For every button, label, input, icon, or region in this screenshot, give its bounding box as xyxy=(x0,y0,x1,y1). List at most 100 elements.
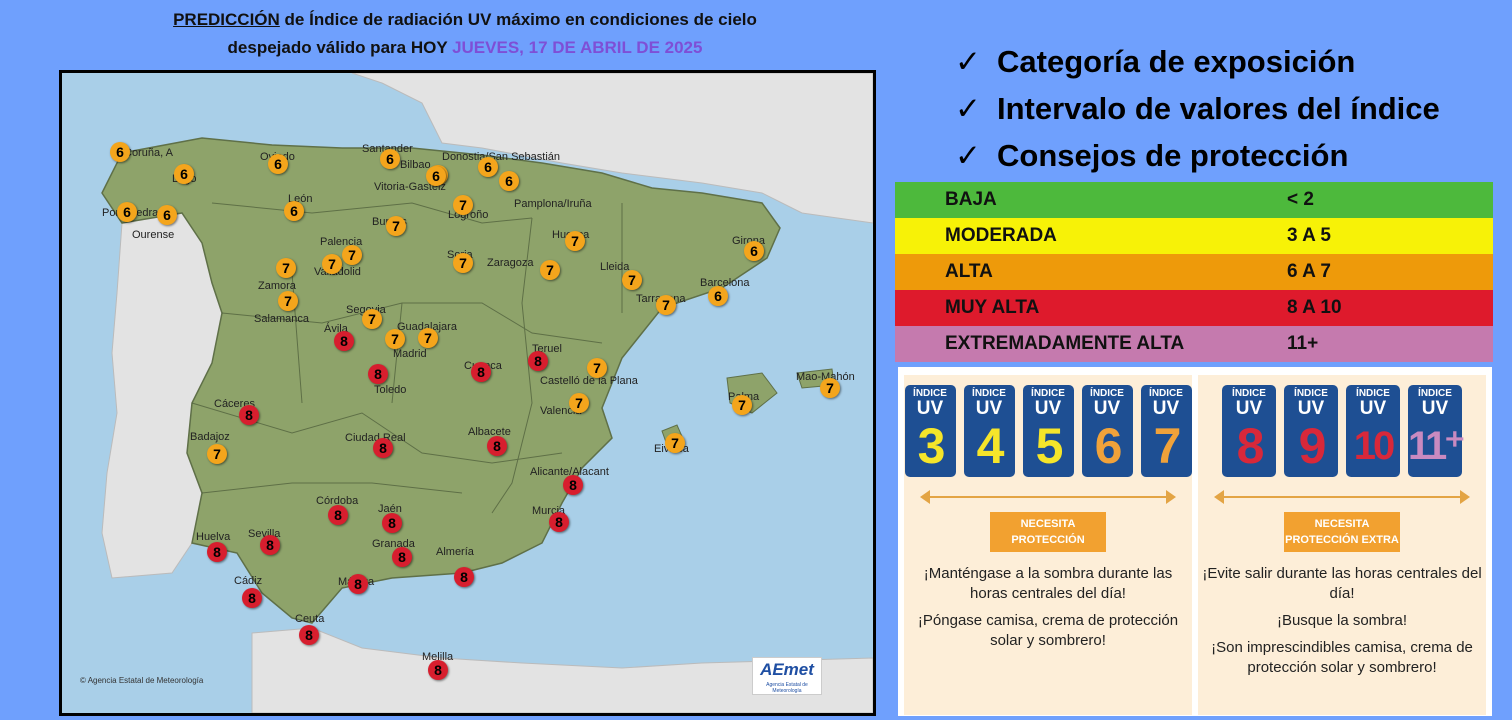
uv-marker-ceuta: 8 xyxy=(299,625,319,645)
uv-marker-palma: 7 xyxy=(732,395,752,415)
uv-marker-almeria: 8 xyxy=(454,567,474,587)
uv-marker-girona: 6 xyxy=(744,241,764,261)
aemet-logo: AEmet Agencia Estatal de Meteorología xyxy=(752,657,822,695)
tile-label: ÍNDICE xyxy=(1294,388,1328,399)
extra-protection-badge: NECESITA PROTECCIÓN EXTRA xyxy=(1284,512,1400,552)
forecast-title: PREDICCIÓN de Índice de radiación UV máx… xyxy=(60,6,870,62)
uv-marker-caceres: 8 xyxy=(239,405,259,425)
uv-tile: ÍNDICE UV 11⁺ xyxy=(1408,385,1465,477)
uv-marker-albacete: 8 xyxy=(487,436,507,456)
uv-marker-teruel: 8 xyxy=(528,351,548,371)
uv-marker-burgos: 7 xyxy=(386,216,406,236)
forecast-date: JUEVES, 17 DE ABRIL DE 2025 xyxy=(452,38,703,57)
uv-marker-alicante-alacant: 8 xyxy=(563,475,583,495)
uv-marker-vitoria-gasteiz: 6 xyxy=(426,166,446,186)
city-label-jaen: Jaén xyxy=(378,503,402,515)
city-label-huelva: Huelva xyxy=(196,531,231,543)
uv-marker-pontevedra: 6 xyxy=(117,202,137,222)
tile-label-uv: UV xyxy=(916,398,944,419)
uv-marker-pamplona-iruna: 6 xyxy=(499,171,519,191)
uv-tile: ÍNDICE UV 6 xyxy=(1081,385,1133,477)
uv-marker-murcia: 8 xyxy=(549,512,569,532)
uv-marker-valencia: 7 xyxy=(569,393,589,413)
advice-panel-extra-protection: ÍNDICE UV 8 ÍNDICE UV 9 ÍNDICE UV 10 ÍNDICE UV 11⁺ … xyxy=(1198,375,1486,715)
uv-marker-cordoba: 8 xyxy=(328,505,348,525)
tile-label: ÍNDICE xyxy=(1232,388,1266,399)
uv-marker-palencia: 7 xyxy=(342,245,362,265)
tile-label-uv: UV xyxy=(1359,398,1387,419)
city-label-mao-mahon: Mao-Mahón xyxy=(796,371,855,383)
tile-number: 5 xyxy=(1035,418,1064,474)
uv-marker-mao-mahon: 7 xyxy=(820,378,840,398)
title-line2: despejado válido para HOY xyxy=(227,38,453,57)
uv-marker-ourense: 6 xyxy=(157,205,177,225)
check-icon: ✓ xyxy=(955,44,981,79)
tile-number: 9 xyxy=(1298,418,1327,474)
uv-tile: ÍNDICE UV 7 xyxy=(1140,385,1192,477)
checklist-item-range: ✓ Intervalo de valores del índice xyxy=(955,85,1440,132)
uv-marker-salamanca: 7 xyxy=(278,291,298,311)
uv-marker-santander: 6 xyxy=(380,149,400,169)
protection-badge: NECESITA PROTECCIÓN xyxy=(990,512,1106,552)
uv-tile: ÍNDICE UV 8 xyxy=(1222,385,1276,477)
tile-label-uv: UV xyxy=(1034,398,1062,419)
uv-marker-logrono: 7 xyxy=(453,195,473,215)
extra-protection-advice-text: ¡Evite salir durante las horas centrales… xyxy=(1202,565,1482,676)
city-label-almeria: Almería xyxy=(436,546,474,558)
tile-label-uv: UV xyxy=(1421,398,1449,419)
checklist-item-advice: ✓ Consejos de protección xyxy=(955,132,1440,179)
uv-tile: ÍNDICE UV 9 xyxy=(1284,385,1338,477)
uv-tile: ÍNDICE UV 5 xyxy=(1022,385,1074,477)
title-line1: de Índice de radiación UV máximo en cond… xyxy=(279,10,757,29)
tile-number: 7 xyxy=(1153,418,1182,474)
city-label-albacete: Albacete xyxy=(468,426,511,438)
advice-panel-protection: ÍNDICE UV 3 ÍNDICE UV 4 ÍNDICE UV 5 ÍNDICE UV 6 ÍNDI… xyxy=(904,375,1192,715)
checklist-item-category: ✓ Categoría de exposición xyxy=(955,38,1440,85)
uv-marker-sevilla: 8 xyxy=(260,535,280,555)
city-label-donostia-san-sebastian: Donostia/San Sebastián xyxy=(442,151,561,163)
uv-marker-leon: 6 xyxy=(284,201,304,221)
tile-label: ÍNDICE xyxy=(972,388,1006,399)
tile-number: 10 xyxy=(1353,424,1396,468)
city-label-zamora: Zamora xyxy=(258,280,296,292)
city-label-cadiz: Cádiz xyxy=(234,575,263,587)
uv-marker-madrid: 7 xyxy=(385,329,405,349)
uv-marker-huesca: 7 xyxy=(565,231,585,251)
uv-marker-cadiz: 8 xyxy=(242,588,262,608)
city-label-badajoz: Badajoz xyxy=(190,431,230,443)
category-row-extremadamente-alta: EXTREMADAMENTE ALTA 11+ xyxy=(895,326,1493,362)
uv-marker-castello-de-la-plana: 7 xyxy=(587,358,607,378)
uv-marker-malaga: 8 xyxy=(348,574,368,594)
tile-number: 3 xyxy=(917,418,946,474)
tile-label-uv: UV xyxy=(1152,398,1180,419)
city-label-salamanca: Salamanca xyxy=(254,313,310,325)
city-label-melilla: Melilla xyxy=(422,651,454,663)
city-label-castello-de-la-plana: Castelló de la Plana xyxy=(540,375,638,387)
double-arrow-icon xyxy=(920,490,1176,504)
uv-marker-barcelona: 6 xyxy=(708,286,728,306)
double-arrow-icon xyxy=(1214,490,1470,504)
tile-number: 11⁺ xyxy=(1408,424,1465,468)
tile-label-uv: UV xyxy=(1235,398,1263,419)
tile-label: ÍNDICE xyxy=(1090,388,1124,399)
category-row-baja: BAJA < 2 xyxy=(895,182,1493,218)
tile-number: 8 xyxy=(1236,418,1265,474)
protection-advice-text: ¡Manténgase a la sombra durante las hora… xyxy=(917,565,1179,649)
uv-marker-melilla: 8 xyxy=(428,660,448,680)
map-background xyxy=(101,73,873,713)
category-row-muy-alta: MUY ALTA 8 A 10 xyxy=(895,290,1493,326)
uv-index-tiles-8-11: ÍNDICE UV 8 ÍNDICE UV 9 ÍNDICE UV 10 ÍNDICE UV 11⁺ xyxy=(1198,385,1486,477)
city-label-madrid: Madrid xyxy=(393,348,427,360)
uv-marker-huelva: 8 xyxy=(207,542,227,562)
uv-tile: ÍNDICE UV 4 xyxy=(963,385,1015,477)
tile-label-uv: UV xyxy=(975,398,1003,419)
uv-marker-oviedo: 6 xyxy=(268,154,288,174)
info-checklist: ✓ Categoría de exposición ✓ Intervalo de v… xyxy=(955,38,1440,179)
uv-marker-segovia: 7 xyxy=(362,309,382,329)
uv-marker-valladolid: 7 xyxy=(322,254,342,274)
check-icon: ✓ xyxy=(955,138,981,173)
uv-marker-zaragoza: 7 xyxy=(540,260,560,280)
title-prefix: PREDICCIÓN xyxy=(173,10,280,29)
city-label-cordoba: Córdoba xyxy=(316,495,359,507)
tile-label: ÍNDICE xyxy=(1031,388,1065,399)
